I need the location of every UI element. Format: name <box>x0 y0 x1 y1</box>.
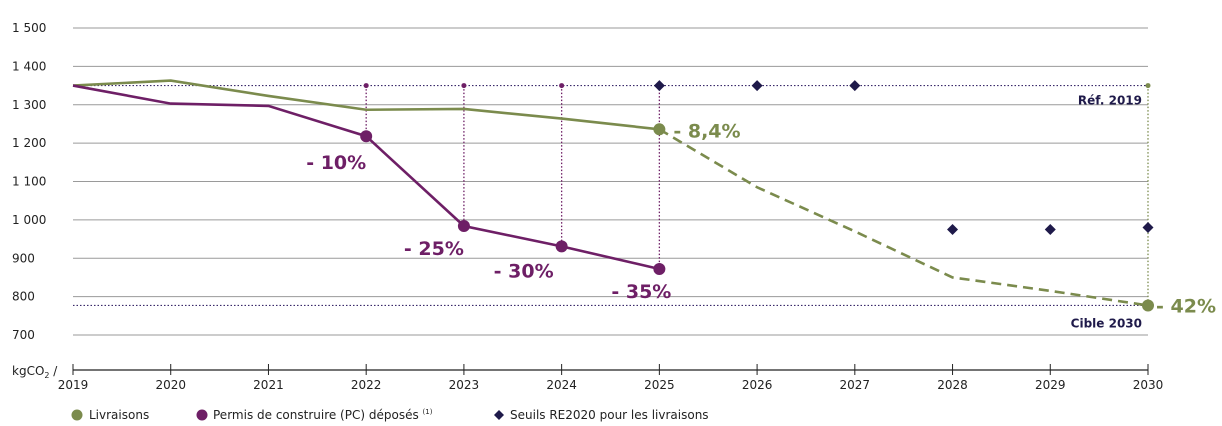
grid-lines: 700 800 900 1 000 1 100 1 200 1 300 1 400 1 500 <box>12 21 1148 342</box>
permis-line <box>72 84 660 271</box>
marker-drop-lines <box>363 83 1151 306</box>
y-tick-label: 1 500 <box>12 21 46 35</box>
x-tick-label: 2021 <box>253 378 284 392</box>
legend-permis-label: Permis de construire (PC) déposés (1) <box>213 408 433 422</box>
series-markers <box>360 80 1154 312</box>
seuil-diamond-marker <box>1142 222 1154 234</box>
legend-permis-swatch <box>196 409 208 421</box>
x-tick-label: 2019 <box>58 378 89 392</box>
legend-seuils-swatch <box>494 410 504 420</box>
y-tick-label: 1 000 <box>12 213 46 227</box>
y-tick-label: 1 200 <box>12 136 46 150</box>
legend-livraisons-label: Livraisons <box>89 408 149 422</box>
livraisons-marker <box>653 123 666 136</box>
x-tick-label: 2024 <box>546 378 577 392</box>
permis-percent-label: - 30% <box>494 260 554 282</box>
drop-line-cap <box>1145 83 1151 89</box>
livraisons-projection-line <box>658 128 1149 307</box>
livraisons-marker <box>1142 299 1154 312</box>
x-tick-label: 2025 <box>644 378 675 392</box>
y-tick-label: 1 100 <box>12 175 46 189</box>
x-tick-label: 2029 <box>1035 378 1066 392</box>
x-tick-label: 2027 <box>840 378 871 392</box>
seuil-diamond-marker <box>947 223 959 235</box>
drop-line-cap <box>363 83 369 89</box>
legend: Livraisons Permis de construire (PC) dépo… <box>71 408 709 422</box>
reference-lines: Réf. 2019 Cible 2030 <box>73 84 1148 330</box>
reference-line-label: Cible 2030 <box>1071 316 1142 330</box>
permis-percent-label: - 10% <box>306 152 366 174</box>
livraisons-percent-label: - 42% <box>1156 295 1216 317</box>
seuil-diamond-marker <box>751 80 763 92</box>
marker-labels: - 10% - 25% - 30% - 35% - 8,4% - 42% <box>306 120 1216 317</box>
permis-marker <box>555 240 568 253</box>
permis-marker <box>457 220 470 233</box>
permis-marker <box>360 130 373 143</box>
legend-seuils-label: Seuils RE2020 pour les livraisons <box>510 408 709 422</box>
y-tick-label: 1 400 <box>12 59 46 73</box>
permis-percent-label: - 25% <box>404 238 464 260</box>
y-tick-label: 800 <box>12 290 35 304</box>
drop-line-cap <box>461 83 467 89</box>
permis-percent-label: - 35% <box>611 281 671 303</box>
reference-line-label: Réf. 2019 <box>1078 94 1142 108</box>
x-tick-label: 2030 <box>1133 378 1164 392</box>
y-axis-unit: kgCO2 / <box>12 364 58 380</box>
legend-permis-note: (1) <box>423 408 433 416</box>
axes: 2019 2020 2021 2022 2023 2024 2025 2026 2027 2028… <box>58 364 1164 392</box>
legend-livraisons-swatch <box>71 409 83 421</box>
y-tick-label: 1 300 <box>12 98 46 112</box>
x-tick-label: 2022 <box>351 378 382 392</box>
seuil-diamond-marker <box>1044 223 1056 235</box>
x-tick-label: 2020 <box>155 378 186 392</box>
series-lines <box>72 79 1149 307</box>
drop-line-cap <box>559 83 565 89</box>
livraisons-percent-label: - 8,4% <box>673 120 740 142</box>
y-tick-label: 900 <box>12 251 35 265</box>
y-tick-label: 700 <box>12 328 35 342</box>
seuil-diamond-marker <box>849 80 861 92</box>
seuil-diamond-marker <box>653 80 665 92</box>
x-tick-label: 2028 <box>937 378 968 392</box>
permis-marker <box>653 262 666 275</box>
x-tick-label: 2023 <box>449 378 480 392</box>
livraisons-line <box>72 79 660 131</box>
x-tick-label: 2026 <box>742 378 773 392</box>
